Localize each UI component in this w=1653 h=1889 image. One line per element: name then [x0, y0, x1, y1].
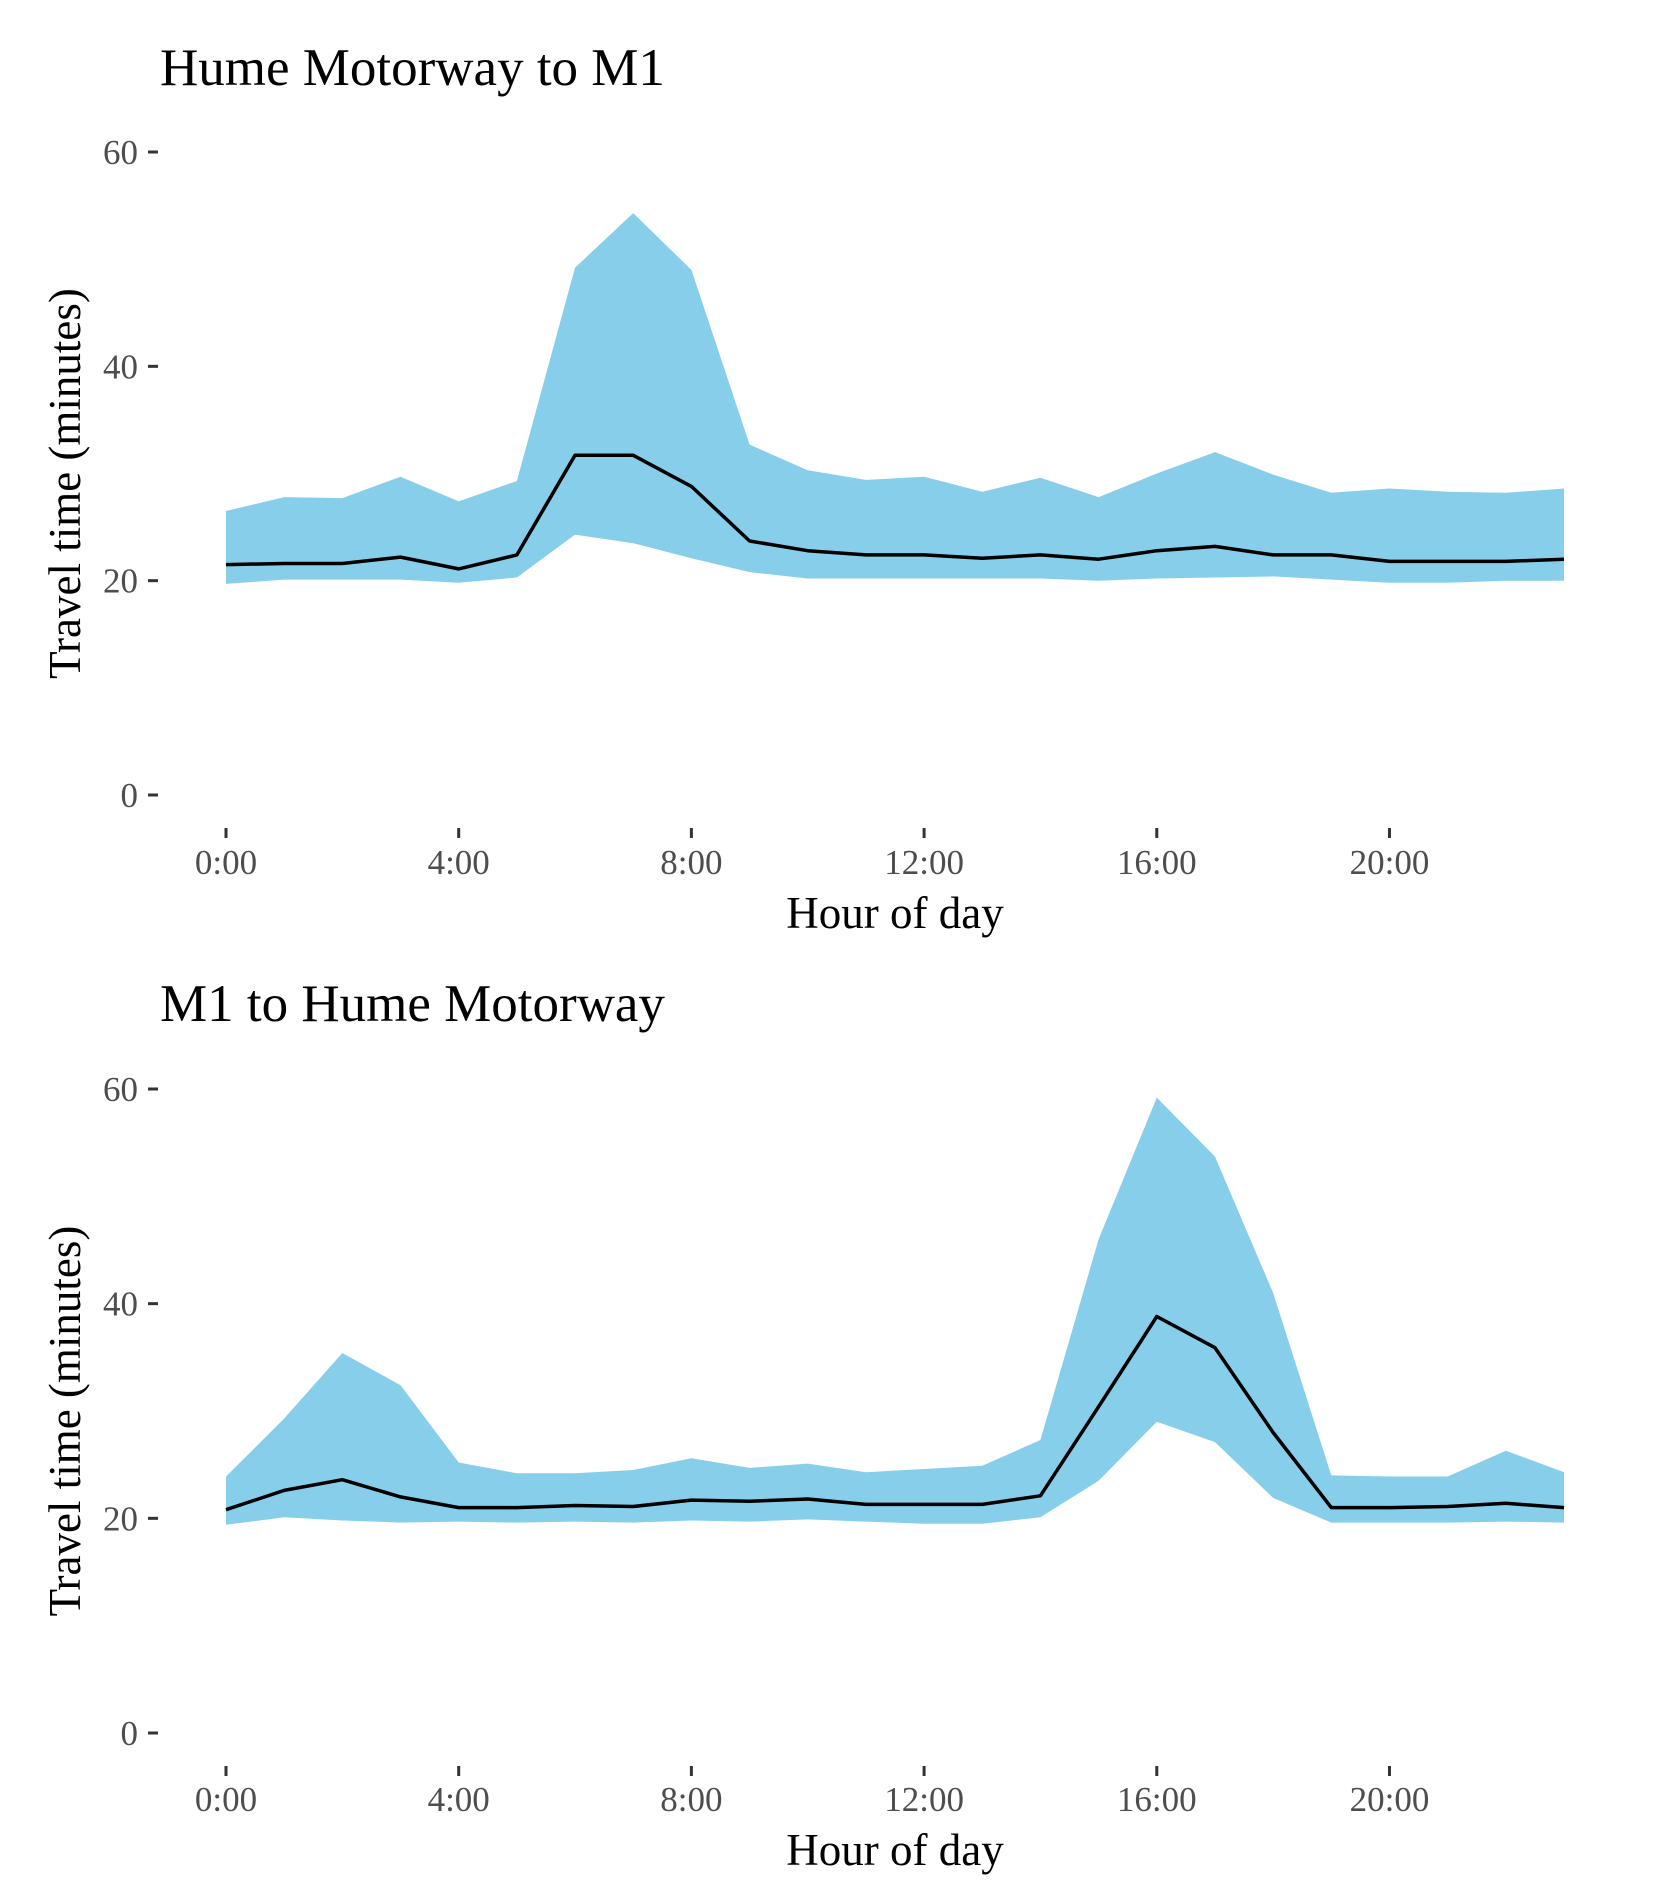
y-tick-label: 60 [103, 133, 138, 172]
x-tick-label: 4:00 [428, 1780, 490, 1819]
chart-title: Hume Motorway to M1 [160, 39, 665, 97]
y-tick-label: 40 [103, 347, 138, 386]
travel-time-line [225, 1314, 1565, 1512]
y-axis-title: Travel time (minutes) [40, 1226, 90, 1617]
y-tick-label: 40 [103, 1285, 138, 1324]
x-axis-title: Hour of day [786, 1825, 1004, 1875]
chart-panel-1: 0 20 40 60 0:00 4:00 8:00 12:00 16:00 20:00 Hume M… [40, 39, 1565, 938]
y-tick-label: 0 [121, 1714, 139, 1753]
ribbon-area [226, 213, 1564, 584]
travel-time-line [225, 453, 1565, 571]
y-tick-label: 0 [121, 776, 139, 815]
x-tick-label: 20:00 [1350, 843, 1430, 882]
x-tick-label: 16:00 [1117, 1780, 1197, 1819]
y-axis-title: Travel time (minutes) [40, 288, 90, 679]
x-tick-label: 0:00 [195, 1780, 257, 1819]
x-tick-label: 16:00 [1117, 843, 1197, 882]
chart-panel-2: 0 20 40 60 0:00 4:00 8:00 12:00 16:00 20:00 M1 to … [40, 975, 1565, 1875]
x-tick-label: 8:00 [660, 843, 722, 882]
x-axis-title: Hour of day [786, 888, 1004, 938]
x-tick-label: 8:00 [660, 1780, 722, 1819]
x-tick-label: 0:00 [195, 843, 257, 882]
x-tick-label: 4:00 [428, 843, 490, 882]
chart-title: M1 to Hume Motorway [160, 975, 665, 1033]
y-tick-label: 60 [103, 1070, 138, 1109]
x-tick-label: 20:00 [1350, 1780, 1430, 1819]
y-tick-label: 20 [103, 1499, 138, 1538]
ribbon-area [226, 1097, 1564, 1525]
x-tick-label: 12:00 [884, 1780, 964, 1819]
y-tick-label: 20 [103, 562, 138, 601]
x-tick-label: 12:00 [884, 843, 964, 882]
